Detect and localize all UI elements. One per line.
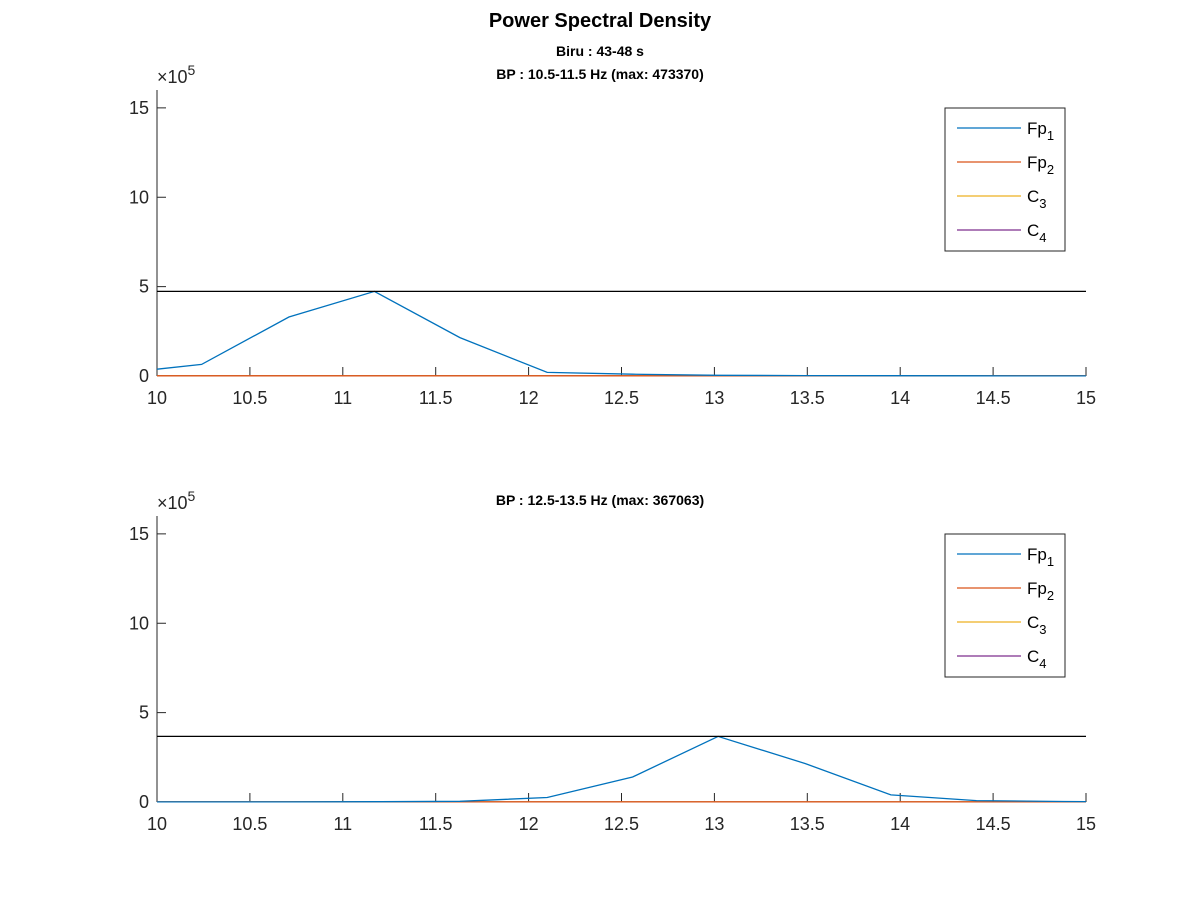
legend-label-c4: C4 [1027,221,1047,245]
plot2-subtitle-line1: BP : 12.5-13.5 Hz (max: 367063) [495,492,705,508]
plot-1: 10 10.5 11 11.5 12 12.5 13 13.5 14 14.5 15 0 5 10 15 ×1… [129,62,1096,408]
y-tick-label: 5 [139,277,149,297]
y-tick-label: 10 [129,187,149,207]
legend-label-c3: C3 [1027,613,1047,637]
x-tick-label: 10.5 [232,814,267,834]
x-tick-label: 13 [704,388,724,408]
x-tick-label: 10 [147,388,167,408]
x-tick-label: 11.5 [419,814,453,834]
x-tick-label: 13.5 [790,388,825,408]
plot1-subtitle-line2: BP : 10.5-11.5 Hz (max: 473370) [496,66,704,82]
y-tick-label: 10 [129,613,149,633]
y-tick-label: 0 [139,792,149,812]
x-tick-label: 12 [519,814,539,834]
legend-label-fp2: Fp2 [1027,153,1054,177]
legend-label-fp2: Fp2 [1027,579,1054,603]
legend-box [944,533,1066,678]
x-tick-label: 15 [1076,388,1096,408]
x-tick-label: 13 [704,814,724,834]
series-line-fp1 [156,290,1086,377]
x-tick-label: 14.5 [976,814,1011,834]
x-tick-label: 11 [333,814,352,834]
figure-title: Power Spectral Density [488,10,712,32]
legend-label-fp1: Fp1 [1027,545,1054,569]
x-tick-label: 10 [147,814,167,834]
legend-label-c4: C4 [1027,647,1047,671]
y-tick-label: 0 [139,366,149,386]
x-tick-label: 13.5 [790,814,825,834]
x-tick-label: 12 [519,388,539,408]
legend-label-c3: C3 [1027,187,1047,211]
plot-2: 10 10.5 11 11.5 12 12.5 13 13.5 14 14.5 15 0 5 10 15 ×1… [129,488,1096,834]
legend-label-fp1: Fp1 [1027,119,1054,143]
x-tick-label: 14 [890,814,910,834]
x-tick-label: 12.5 [604,814,639,834]
x-tick-label: 11.5 [419,388,453,408]
x-tick-label: 11 [333,388,352,408]
x-tick-label: 12.5 [604,388,639,408]
x-tick-label: 10.5 [232,388,267,408]
x-tick-label: 14.5 [976,388,1011,408]
plot1-subtitle-line1: Biru : 43-48 s [556,43,644,59]
y-exponent-label: ×105 [157,488,196,513]
legend: Fp1 Fp2 C3 C4 [944,533,1066,678]
x-tick-label: 14 [890,388,910,408]
legend: Fp1 Fp2 C3 C4 [944,107,1066,252]
y-tick-label: 15 [129,524,149,544]
series-line-fp1 [157,735,1087,803]
y-tick-label: 5 [139,703,149,723]
x-tick-label: 15 [1076,814,1096,834]
y-exponent-label: ×105 [157,62,196,87]
y-tick-label: 15 [129,98,149,118]
legend-box [944,107,1066,252]
